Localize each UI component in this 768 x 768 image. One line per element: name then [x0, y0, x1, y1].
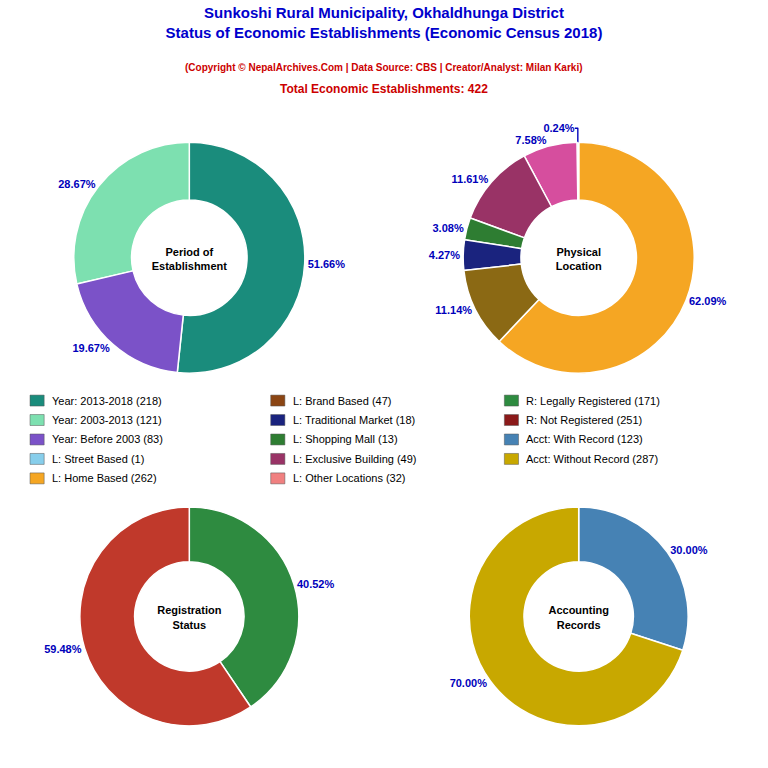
- svg-text:R: Not Registered (251): R: Not Registered (251): [526, 414, 642, 426]
- svg-text:70.00%: 70.00%: [450, 677, 488, 689]
- svg-text:4.27%: 4.27%: [429, 249, 460, 261]
- svg-text:19.67%: 19.67%: [72, 342, 110, 354]
- svg-text:40.52%: 40.52%: [297, 578, 335, 590]
- svg-text:28.67%: 28.67%: [58, 178, 96, 190]
- svg-text:11.14%: 11.14%: [435, 304, 472, 316]
- svg-text:3.08%: 3.08%: [432, 222, 463, 234]
- svg-text:Year: Before 2003 (83): Year: Before 2003 (83): [52, 433, 163, 445]
- svg-text:PhysicalLocation: PhysicalLocation: [556, 246, 602, 272]
- svg-text:Acct: With Record (123): Acct: With Record (123): [526, 433, 643, 445]
- svg-text:59.48%: 59.48%: [44, 643, 82, 655]
- svg-text:7.58%: 7.58%: [515, 134, 546, 146]
- svg-text:Year: 2013-2018 (218): Year: 2013-2018 (218): [52, 395, 162, 407]
- svg-text:62.09%: 62.09%: [689, 295, 727, 307]
- svg-text:L: Street Based (1): L: Street Based (1): [52, 453, 144, 465]
- svg-text:(Copyright © NepalArchives.Com: (Copyright © NepalArchives.Com | Data So…: [185, 62, 583, 73]
- svg-text:L: Exclusive Building (49): L: Exclusive Building (49): [293, 453, 417, 465]
- svg-text:Period ofEstablishment: Period ofEstablishment: [152, 246, 228, 272]
- svg-text:RegistrationStatus: RegistrationStatus: [157, 604, 221, 630]
- svg-text:R: Legally Registered (171): R: Legally Registered (171): [526, 395, 660, 407]
- svg-text:AccountingRecords: AccountingRecords: [548, 604, 609, 630]
- svg-text:11.61%: 11.61%: [452, 173, 489, 185]
- svg-text:51.66%: 51.66%: [308, 258, 346, 270]
- svg-text:L: Home Based (262): L: Home Based (262): [52, 472, 157, 484]
- svg-text:L: Brand Based (47): L: Brand Based (47): [293, 395, 391, 407]
- svg-text:0.24%: 0.24%: [543, 122, 574, 134]
- svg-text:Acct: Without Record (287): Acct: Without Record (287): [526, 453, 658, 465]
- svg-text:L: Other Locations (32): L: Other Locations (32): [293, 472, 406, 484]
- svg-text:L: Shopping Mall (13): L: Shopping Mall (13): [293, 433, 398, 445]
- svg-text:Total Economic Establishments:: Total Economic Establishments: 422: [280, 82, 488, 96]
- svg-text:Sunkoshi Rural Municipality, O: Sunkoshi Rural Municipality, Okhaldhunga…: [166, 4, 603, 41]
- svg-text:L: Traditional Market (18): L: Traditional Market (18): [293, 414, 415, 426]
- svg-text:Year: 2003-2013 (121): Year: 2003-2013 (121): [52, 414, 162, 426]
- svg-text:30.00%: 30.00%: [670, 544, 708, 556]
